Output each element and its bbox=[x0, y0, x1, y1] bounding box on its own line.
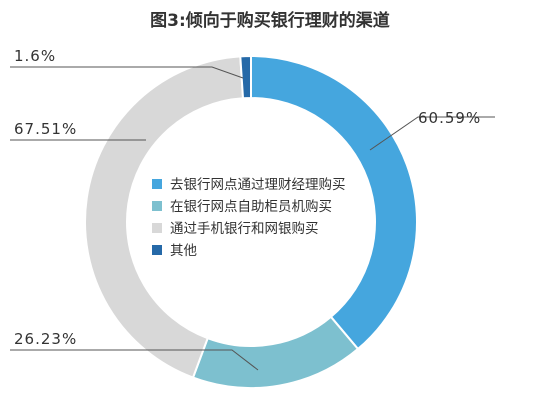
legend-label-3: 通过手机银行和网银购买 bbox=[170, 221, 319, 237]
legend-label-1: 去银行网点通过理财经理购买 bbox=[170, 177, 346, 193]
value-label-3: 67.51% bbox=[14, 120, 77, 138]
chart-title: 图3:倾向于购买银行理财的渠道 bbox=[150, 10, 390, 31]
slice-4 bbox=[239, 54, 252, 100]
leader-line-1 bbox=[369, 116, 495, 151]
legend-swatch-3 bbox=[152, 223, 162, 233]
value-label-callouts: 60.59% 26.23% 67.51% 1.6% bbox=[10, 47, 495, 371]
legend-swatch-4 bbox=[152, 245, 162, 255]
leader-line-2 bbox=[10, 349, 259, 371]
value-label-1: 60.59% bbox=[418, 109, 481, 127]
legend-label-4: 其他 bbox=[170, 243, 197, 259]
legend-swatch-2 bbox=[152, 201, 162, 211]
slice-3 bbox=[84, 55, 245, 379]
value-label-2: 26.23% bbox=[14, 330, 77, 348]
legend-label-2: 在银行网点自助柜员机购买 bbox=[170, 199, 332, 215]
slice-1 bbox=[250, 54, 418, 351]
slice-2 bbox=[191, 315, 360, 389]
donut-slices bbox=[84, 54, 418, 389]
value-label-4: 1.6% bbox=[14, 47, 56, 65]
legend-swatch-1 bbox=[152, 179, 162, 189]
leader-line-4 bbox=[10, 66, 244, 79]
